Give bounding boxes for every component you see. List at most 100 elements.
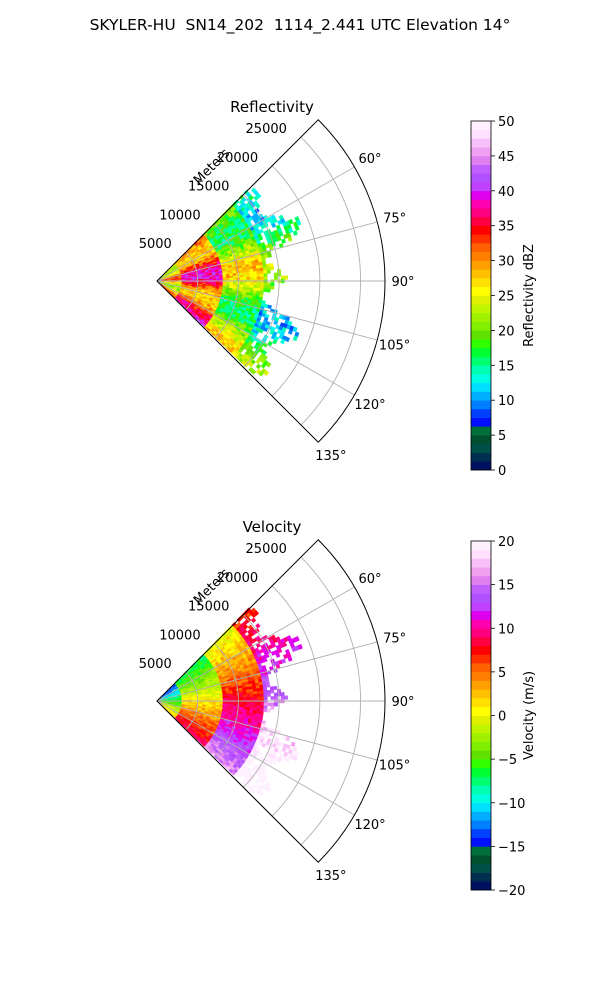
field-cell xyxy=(212,278,217,281)
field-cell xyxy=(263,273,268,277)
field-cell xyxy=(287,656,293,662)
field-cell xyxy=(267,253,272,258)
colorbar-swatch xyxy=(471,759,491,769)
field-cell xyxy=(263,705,268,710)
field-cell xyxy=(263,327,269,333)
field-cell xyxy=(264,653,270,659)
colorbar-label: Velocity (m/s) xyxy=(522,671,537,760)
field-cell xyxy=(252,688,257,692)
field-cell xyxy=(270,689,275,694)
colorbar-swatch xyxy=(471,365,491,375)
field-cell xyxy=(238,773,244,779)
field-cell xyxy=(255,203,261,209)
colorbar-swatch xyxy=(471,347,491,357)
field-cell xyxy=(256,282,261,286)
field-cell xyxy=(249,696,254,701)
field-cell xyxy=(273,702,278,707)
field-cell xyxy=(222,277,227,281)
angle-tick-label: 75° xyxy=(383,631,406,646)
range-tick-label: 20000 xyxy=(217,151,258,166)
field-cell xyxy=(276,757,283,763)
field-cell xyxy=(247,760,253,766)
colorbar-swatch xyxy=(471,356,491,366)
field-cell xyxy=(243,704,248,708)
colorbar-tick-label: −15 xyxy=(498,840,525,855)
field-cell xyxy=(287,236,293,242)
field-cell xyxy=(243,702,248,706)
field-cell xyxy=(243,274,248,278)
field-cell xyxy=(202,698,207,701)
field-cell xyxy=(269,266,274,271)
field-cell xyxy=(240,779,247,786)
colorbar-swatch xyxy=(471,260,491,270)
field-cell xyxy=(239,277,244,281)
colorbar-tick-label: 15 xyxy=(498,359,515,374)
colorbar-swatch xyxy=(471,155,491,165)
colorbar-swatch xyxy=(471,837,491,847)
field-cell xyxy=(270,705,275,710)
colorbar-swatch xyxy=(471,724,491,734)
field-cell xyxy=(250,369,257,375)
field-cell xyxy=(280,275,285,280)
field-cell xyxy=(258,236,264,241)
colorbar-swatch xyxy=(471,321,491,331)
field-cell xyxy=(284,336,291,343)
range-tick-label: 10000 xyxy=(159,628,200,643)
field-cell xyxy=(266,787,272,793)
colorbar-swatch xyxy=(471,417,491,427)
colorbar-swatch xyxy=(471,339,491,349)
field-cell xyxy=(256,690,261,695)
colorbar-label: Reflectivity dBZ xyxy=(522,244,537,347)
field-cell xyxy=(262,342,269,348)
colorbar-swatch xyxy=(471,881,491,891)
field-cell xyxy=(267,760,273,767)
field-cell xyxy=(262,687,268,691)
colorbar-swatch xyxy=(471,452,491,462)
field-cell xyxy=(226,277,231,281)
colorbar-swatch xyxy=(471,461,491,471)
field-cell xyxy=(263,282,268,287)
colorbar-tick-label: 15 xyxy=(498,579,515,594)
colorbar-tick-label: 25 xyxy=(498,290,515,305)
field-cell xyxy=(264,733,270,739)
field-cell xyxy=(272,339,278,345)
field-cell xyxy=(296,219,302,226)
colorbar-swatch xyxy=(471,443,491,453)
angle-tick-label: 135° xyxy=(315,869,346,884)
colorbar-swatch xyxy=(471,138,491,148)
field-cell xyxy=(233,773,239,779)
angle-tick-label: 60° xyxy=(358,152,381,167)
field-cell xyxy=(256,273,261,278)
colorbar-swatch xyxy=(471,846,491,856)
field-cell xyxy=(260,273,265,278)
field-cell xyxy=(292,335,298,342)
field-cell xyxy=(273,692,278,697)
field-cell xyxy=(246,274,251,278)
field-cell xyxy=(266,708,271,713)
field-cell xyxy=(229,277,234,281)
colorbar-swatch xyxy=(471,619,491,629)
field-cell xyxy=(266,689,271,694)
field-cell xyxy=(287,329,294,335)
field-cell xyxy=(256,693,261,698)
azimuth-spoke xyxy=(156,166,355,282)
field-cell xyxy=(256,702,261,706)
colorbar-swatch xyxy=(471,182,491,192)
velocity-panel: 60° 75° 90° 105° 120° 135° 5000 10000 15000 20000… xyxy=(139,518,537,899)
field-cell xyxy=(249,276,254,281)
colorbar-swatch xyxy=(471,549,491,559)
field-cell xyxy=(260,693,265,698)
colorbar-swatch xyxy=(471,654,491,664)
field-cell xyxy=(260,282,265,286)
field-cell xyxy=(273,272,278,277)
colorbar-swatch xyxy=(471,286,491,296)
colorbar-swatch xyxy=(471,295,491,305)
field-cell xyxy=(249,694,254,698)
field-cell xyxy=(266,266,271,271)
field-cell xyxy=(270,702,275,707)
field-cell xyxy=(253,693,258,698)
colorbar-tick-label: 10 xyxy=(498,622,515,637)
colorbar-tick-label: 0 xyxy=(498,464,506,479)
field-cell xyxy=(273,685,278,691)
field-cell xyxy=(259,270,264,275)
